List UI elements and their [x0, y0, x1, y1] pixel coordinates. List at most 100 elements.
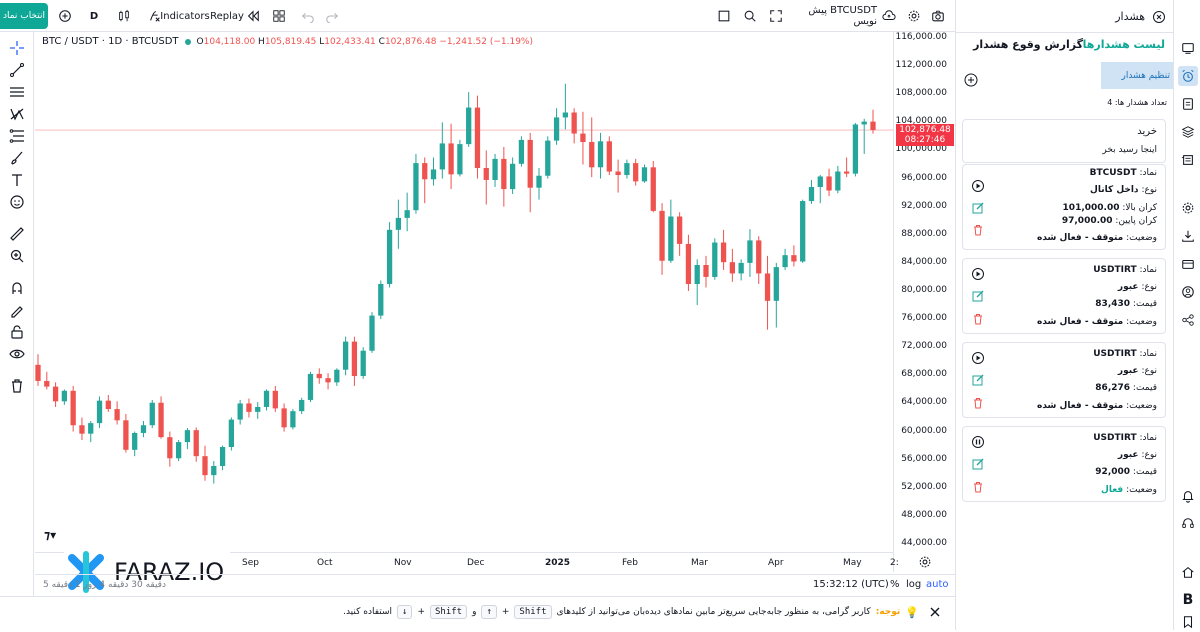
- zoom-in-icon[interactable]: [7, 246, 27, 266]
- close-notice-icon[interactable]: [929, 606, 941, 618]
- expand-icon[interactable]: [768, 6, 784, 26]
- candle: [439, 122, 445, 179]
- alert-card-3[interactable]: نماد: USDTIRT نوع: عبور قیمت: 86,276 وضع…: [962, 342, 1166, 418]
- price-tick-label: 112,000.00: [895, 60, 947, 71]
- close-panel-icon[interactable]: [1153, 11, 1165, 23]
- add-symbol-icon[interactable]: [56, 6, 74, 26]
- eye-icon[interactable]: [7, 344, 27, 364]
- add-alert-icon[interactable]: [964, 73, 978, 87]
- auto-toggle[interactable]: auto: [926, 579, 949, 590]
- candle: [246, 398, 252, 418]
- undo-icon[interactable]: [300, 6, 316, 26]
- time-tick-label: Sep: [242, 558, 259, 568]
- alert-type-label: نوع:: [1141, 366, 1157, 376]
- time-axis[interactable]: Sep Oct Nov Dec 2025 Feb Mar Apr May 2:: [35, 552, 899, 572]
- download-icon[interactable]: [1178, 226, 1198, 246]
- support-chat-icon[interactable]: [1178, 514, 1198, 534]
- interval-button[interactable]: D: [89, 10, 99, 22]
- utc-clock[interactable]: 15:32:12 (UTC): [813, 579, 889, 590]
- alert-card-2[interactable]: نماد: USDTIRT نوع: عبور قیمت: 83,430 وضع…: [962, 258, 1166, 334]
- magnet-icon[interactable]: [7, 278, 27, 298]
- candle-body: [835, 171, 841, 191]
- candle: [712, 238, 718, 280]
- candle: [228, 417, 235, 451]
- play-icon[interactable]: [971, 179, 985, 193]
- candle-body: [492, 158, 498, 180]
- bold-b-icon[interactable]: B: [1182, 592, 1194, 608]
- log-toggle[interactable]: log: [906, 579, 922, 590]
- delete-icon[interactable]: [971, 223, 985, 237]
- ruler-icon[interactable]: [7, 224, 27, 244]
- bookmark-icon[interactable]: [1178, 612, 1198, 632]
- wallet-icon[interactable]: [1178, 254, 1198, 274]
- layers-icon[interactable]: [1178, 122, 1198, 142]
- play-icon[interactable]: [971, 267, 985, 281]
- user-profile-icon[interactable]: [1178, 282, 1198, 302]
- brush-icon[interactable]: [7, 148, 27, 168]
- candle-body: [659, 210, 665, 261]
- share-icon[interactable]: [1178, 310, 1198, 330]
- candle: [509, 157, 516, 195]
- candle-style-icon[interactable]: [116, 6, 132, 26]
- settings-gear-icon[interactable]: [906, 6, 922, 26]
- settings-icon[interactable]: [1178, 198, 1198, 218]
- pattern-icon[interactable]: [7, 104, 27, 124]
- home-icon[interactable]: [1178, 562, 1198, 582]
- edit-icon[interactable]: [971, 373, 985, 387]
- camera-icon[interactable]: [930, 6, 946, 26]
- candle: [184, 428, 191, 450]
- range-buttons[interactable]: دقیقه 30 دقیقه 4 روز 1 دقیقه 5: [43, 580, 166, 590]
- lock-icon[interactable]: [7, 322, 27, 342]
- tab-alert-list[interactable]: لیست هشدارها: [1082, 38, 1165, 51]
- indicators-icon[interactable]: [148, 6, 162, 26]
- pause-icon[interactable]: [971, 435, 985, 449]
- alert-card-4[interactable]: نماد: USDTIRT نوع: عبور قیمت: 92,000 وضع…: [962, 426, 1166, 502]
- legend-symbol[interactable]: BTC / USDT · 1D · BTCUSDT: [42, 36, 179, 47]
- tab-alert-report[interactable]: گزارش وقوع هشدار: [973, 38, 1083, 51]
- alert-settings-item[interactable]: تنظیم هشدار: [1101, 62, 1174, 89]
- select-symbol-button[interactable]: انتخاب نماد: [0, 3, 48, 29]
- text-tool-icon[interactable]: [7, 170, 27, 190]
- replay-button[interactable]: Replay: [210, 10, 244, 22]
- zoom-search-icon[interactable]: [742, 6, 758, 26]
- crosshair-icon[interactable]: [7, 38, 27, 58]
- lock-drawing-icon[interactable]: [7, 300, 27, 320]
- delete-icon[interactable]: [971, 396, 985, 410]
- time-axis-settings-icon[interactable]: [918, 555, 932, 569]
- percent-toggle[interactable]: %: [890, 579, 900, 590]
- candle: [501, 146, 507, 207]
- delete-icon[interactable]: [971, 312, 985, 326]
- edit-icon[interactable]: [971, 201, 985, 215]
- candle-body: [193, 430, 199, 457]
- calendar-list-icon[interactable]: [1178, 150, 1198, 170]
- redo-icon[interactable]: [324, 6, 340, 26]
- fib-levels-icon[interactable]: [7, 126, 27, 146]
- cloud-upload-icon[interactable]: [880, 6, 898, 26]
- notification-bell-icon[interactable]: [1178, 486, 1198, 506]
- horizontal-lines-icon[interactable]: [7, 82, 27, 102]
- buy-card[interactable]: خرید اینجا رسید بخر: [962, 119, 1166, 163]
- fullscreen-square-icon[interactable]: [716, 6, 732, 26]
- alarm-clock-icon[interactable]: [1178, 66, 1198, 86]
- price-axis[interactable]: 116,000.00 112,000.00 108,000.00 104,000.00…: [893, 32, 955, 572]
- alert-card-1[interactable]: نماد: BTCUSDT نوع: داخل کانال کران بالا:…: [962, 164, 1166, 250]
- trash-icon[interactable]: [7, 376, 27, 396]
- emoji-icon[interactable]: [7, 192, 27, 212]
- edit-icon[interactable]: [971, 457, 985, 471]
- layout-grid-icon[interactable]: [271, 6, 287, 26]
- play-icon[interactable]: [971, 351, 985, 365]
- edit-icon[interactable]: [971, 289, 985, 303]
- candle: [633, 158, 639, 186]
- indicators-button[interactable]: Indicators: [160, 10, 210, 22]
- candle-body: [325, 378, 331, 383]
- price-chart[interactable]: [35, 32, 893, 572]
- watchlist-icon[interactable]: [1178, 38, 1198, 58]
- price-tick-label: 100,000.00: [895, 144, 947, 155]
- notes-icon[interactable]: [1178, 94, 1198, 114]
- delete-icon[interactable]: [971, 480, 985, 494]
- replay-icon[interactable]: [245, 6, 261, 26]
- candle: [175, 439, 182, 462]
- trend-line-icon[interactable]: [7, 60, 27, 80]
- candlestick-plot[interactable]: [35, 32, 893, 552]
- candle-body: [52, 386, 59, 402]
